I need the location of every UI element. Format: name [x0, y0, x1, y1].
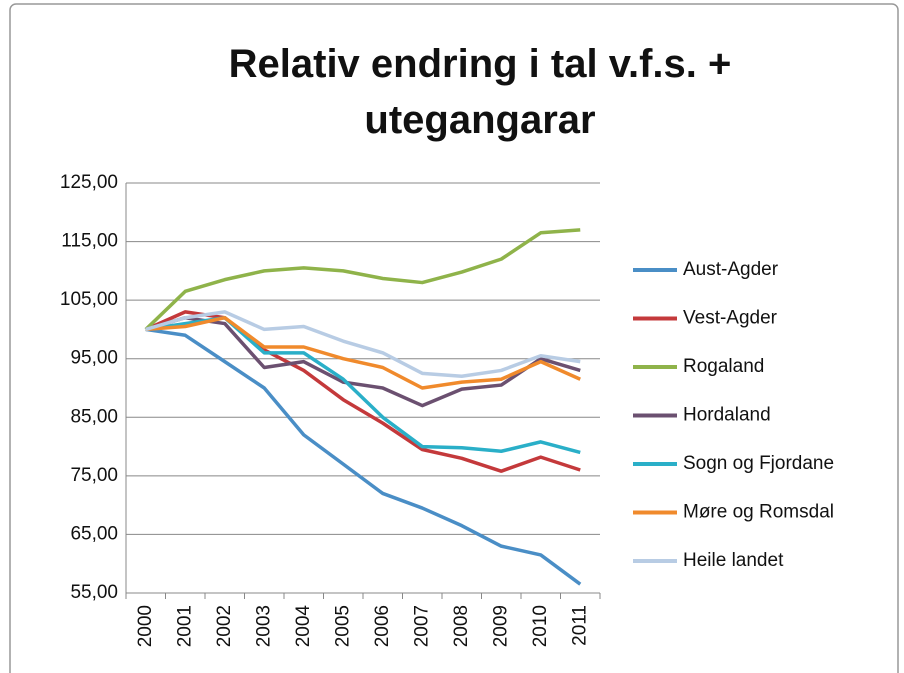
y-tick-label: 85,00	[70, 406, 118, 427]
x-tick-label: 2007	[411, 605, 432, 647]
x-tick-label: 2006	[372, 605, 393, 647]
series-line	[145, 315, 581, 390]
frame	[9, 3, 899, 673]
x-tick-label: 2002	[214, 605, 235, 647]
y-tick-label: 95,00	[70, 348, 118, 369]
x-tick-label: 2010	[530, 605, 551, 647]
y-tick-label: 55,00	[70, 582, 118, 603]
x-tick-label: 2004	[293, 605, 314, 648]
y-tick-label: 125,00	[60, 172, 118, 193]
legend-marker-dot	[653, 365, 657, 369]
series-line	[145, 310, 581, 473]
legend-label: Vest-Agder	[683, 308, 778, 329]
legend-marker-dot	[653, 559, 657, 563]
legend-label: Møre og Romsdal	[683, 502, 834, 523]
chart-title: Relativ endring i tal v.f.s. + utegangar…	[228, 42, 732, 142]
y-tick-label: 75,00	[70, 465, 118, 486]
x-tick-label: 2003	[253, 605, 274, 647]
legend-marker-dot	[653, 268, 657, 272]
legend-marker-dot	[653, 413, 657, 418]
x-tick-label: 2000	[135, 605, 156, 647]
legend-label: Aust-Agder	[683, 259, 779, 280]
x-tick-label: 2001	[174, 605, 195, 647]
series-line	[145, 327, 582, 586]
series-line	[144, 228, 581, 331]
x-tick-label: 2005	[332, 605, 353, 647]
y-tick-label: 115,00	[61, 231, 118, 252]
y-tick-label: 65,00	[70, 523, 118, 544]
x-tick-label: 2008	[451, 605, 472, 647]
legend-marker-dot	[653, 510, 657, 515]
legend-label: Heile landet	[683, 550, 784, 571]
legend-marker-dot	[653, 316, 657, 321]
legend-marker-dot	[653, 462, 657, 466]
x-tick-label: 2011	[569, 605, 590, 646]
series-line	[145, 310, 581, 379]
legend-label: Rogaland	[683, 356, 764, 377]
legend-label: Sogn og Fjordane	[683, 453, 834, 474]
series-line	[145, 315, 581, 408]
y-tick-label: 105,00	[60, 289, 118, 310]
x-tick-label: 2009	[490, 605, 511, 647]
legend-label: Hordaland	[683, 405, 771, 426]
